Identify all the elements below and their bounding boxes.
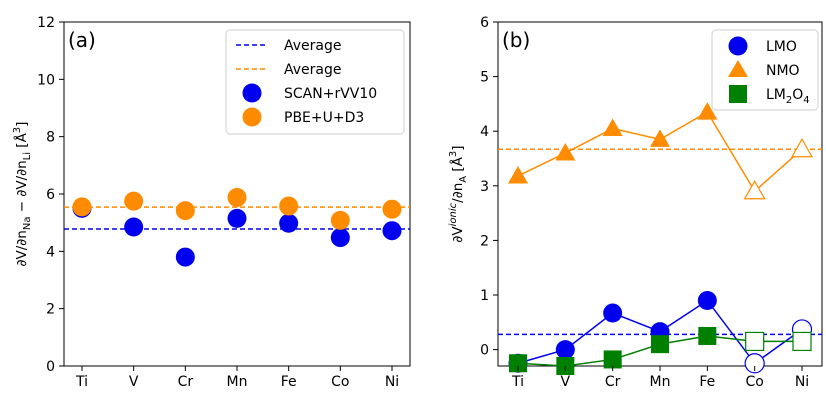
panel-b-label: (b) xyxy=(502,28,530,52)
data-point-nmo xyxy=(650,129,670,147)
data-point-pbe-u-d3 xyxy=(279,196,299,216)
data-point-pbe-u-d3 xyxy=(227,187,247,207)
x-tick-label: Ni xyxy=(795,374,809,390)
y-tick-label: 2 xyxy=(46,302,55,318)
data-point-lmo xyxy=(555,340,575,360)
data-point-scan-rvv10 xyxy=(382,221,402,241)
data-point-nmo xyxy=(602,118,623,136)
y-tick-label: 1 xyxy=(480,288,489,304)
y-tick-label: 4 xyxy=(46,244,55,260)
data-point-pbe-u-d3 xyxy=(330,210,350,230)
x-tick-label: Cr xyxy=(178,374,194,390)
data-point-lmo xyxy=(744,353,765,374)
panel-a-y-ticks: 0 2 4 6 8 10 12 xyxy=(37,15,64,375)
panel-b-plot-area xyxy=(498,102,822,375)
y-tick-label: 12 xyxy=(37,15,55,31)
data-point-lm2o4 xyxy=(509,354,527,373)
legend-lm2o4-label: LM2O4 xyxy=(766,87,810,106)
data-point-lm2o4 xyxy=(651,335,669,354)
data-point-pbe-u-d3 xyxy=(175,201,195,221)
x-tick-label: V xyxy=(561,374,571,390)
panel-b-y-axis-label: ∂Vionic/∂nA [Å3] xyxy=(448,145,469,242)
data-point-nmo xyxy=(697,102,718,120)
data-point-nmo xyxy=(508,165,528,184)
x-tick-label: Co xyxy=(745,374,763,390)
legend-lm2o4-marker xyxy=(729,85,747,103)
panel-b-x-ticks: Ti V Cr Mn Fe Co Ni xyxy=(511,366,809,390)
y-tick-label: 6 xyxy=(46,187,55,203)
data-point-lmo xyxy=(603,303,623,323)
x-tick-label: Fe xyxy=(281,374,297,390)
data-point-pbe-u-d3 xyxy=(382,199,402,219)
panel-a-legend-box xyxy=(225,29,405,135)
x-tick-label: Fe xyxy=(699,374,715,390)
legend-scan-marker xyxy=(242,83,262,103)
x-tick-label: V xyxy=(129,374,139,390)
data-point-lm2o4 xyxy=(698,326,717,345)
panel-b-y-ticks: 0 1 2 3 4 5 6 xyxy=(480,15,498,359)
panel-b: 0 1 2 3 4 5 6 Ti V Cr Mn Fe Co Ni (b) ∂Vionic/∂nA [Å… xyxy=(448,15,823,390)
data-point-nmo xyxy=(555,143,576,161)
x-tick-label: Ni xyxy=(385,374,399,390)
data-point-pbe-u-d3 xyxy=(124,191,144,211)
x-tick-label: Mn xyxy=(650,374,671,390)
x-tick-label: Cr xyxy=(605,374,621,390)
x-tick-label: Ti xyxy=(511,374,524,390)
data-point-lmo xyxy=(697,290,717,310)
data-point-lm2o4 xyxy=(603,350,622,369)
legend-scan-label: SCAN+rVV10 xyxy=(284,86,377,102)
legend-average-blue-label: Average xyxy=(284,38,342,54)
data-point-scan-rvv10 xyxy=(279,213,299,233)
legend-lmo-marker xyxy=(728,36,748,56)
data-point-nmo xyxy=(743,180,766,200)
y-tick-label: 0 xyxy=(46,359,55,375)
data-point-scan-rvv10 xyxy=(227,208,247,228)
data-point-nmo xyxy=(790,138,814,158)
y-tick-label: 0 xyxy=(480,343,489,359)
panel-b-legend: LMO NMO LM2O4 xyxy=(711,29,819,111)
panel-a-y-axis-label: ∂V/∂nNa − ∂V/∂nLi [Å3] xyxy=(12,122,33,267)
data-point-scan-rvv10 xyxy=(330,228,350,248)
data-point-scan-rvv10 xyxy=(124,217,144,237)
y-tick-label: 8 xyxy=(46,130,55,146)
panel-a: 0 2 4 6 8 10 12 Ti V Cr Mn Fe Co Ni (a) ∂V/∂nNa − ∂V… xyxy=(12,15,411,390)
y-tick-label: 10 xyxy=(37,72,55,88)
legend-lmo-label: LMO xyxy=(766,39,797,55)
panel-a-legend: Average Average SCAN+rVV10 PBE+U+D3 xyxy=(225,29,405,135)
panel-a-label: (a) xyxy=(68,28,96,52)
x-tick-label: Ti xyxy=(75,374,88,390)
y-tick-label: 3 xyxy=(480,179,489,195)
data-point-lm2o4 xyxy=(792,331,812,352)
y-tick-label: 6 xyxy=(480,15,489,31)
legend-pbe-marker xyxy=(242,107,262,127)
data-point-lm2o4 xyxy=(745,331,765,352)
y-tick-label: 4 xyxy=(480,124,489,140)
panel-a-x-ticks: Ti V Cr Mn Fe Co Ni xyxy=(75,366,399,390)
x-tick-label: Co xyxy=(331,374,349,390)
legend-nmo-label: NMO xyxy=(766,63,800,79)
x-tick-label: Mn xyxy=(227,374,248,390)
data-point-pbe-u-d3 xyxy=(72,197,92,217)
data-point-scan-rvv10 xyxy=(175,247,195,267)
y-tick-label: 2 xyxy=(480,233,489,249)
panel-a-plot-area xyxy=(64,187,410,267)
legend-nmo-marker xyxy=(728,60,748,77)
legend-average-orange-label: Average xyxy=(284,62,342,78)
y-tick-label: 5 xyxy=(480,70,489,86)
legend-pbe-label: PBE+U+D3 xyxy=(284,110,364,126)
